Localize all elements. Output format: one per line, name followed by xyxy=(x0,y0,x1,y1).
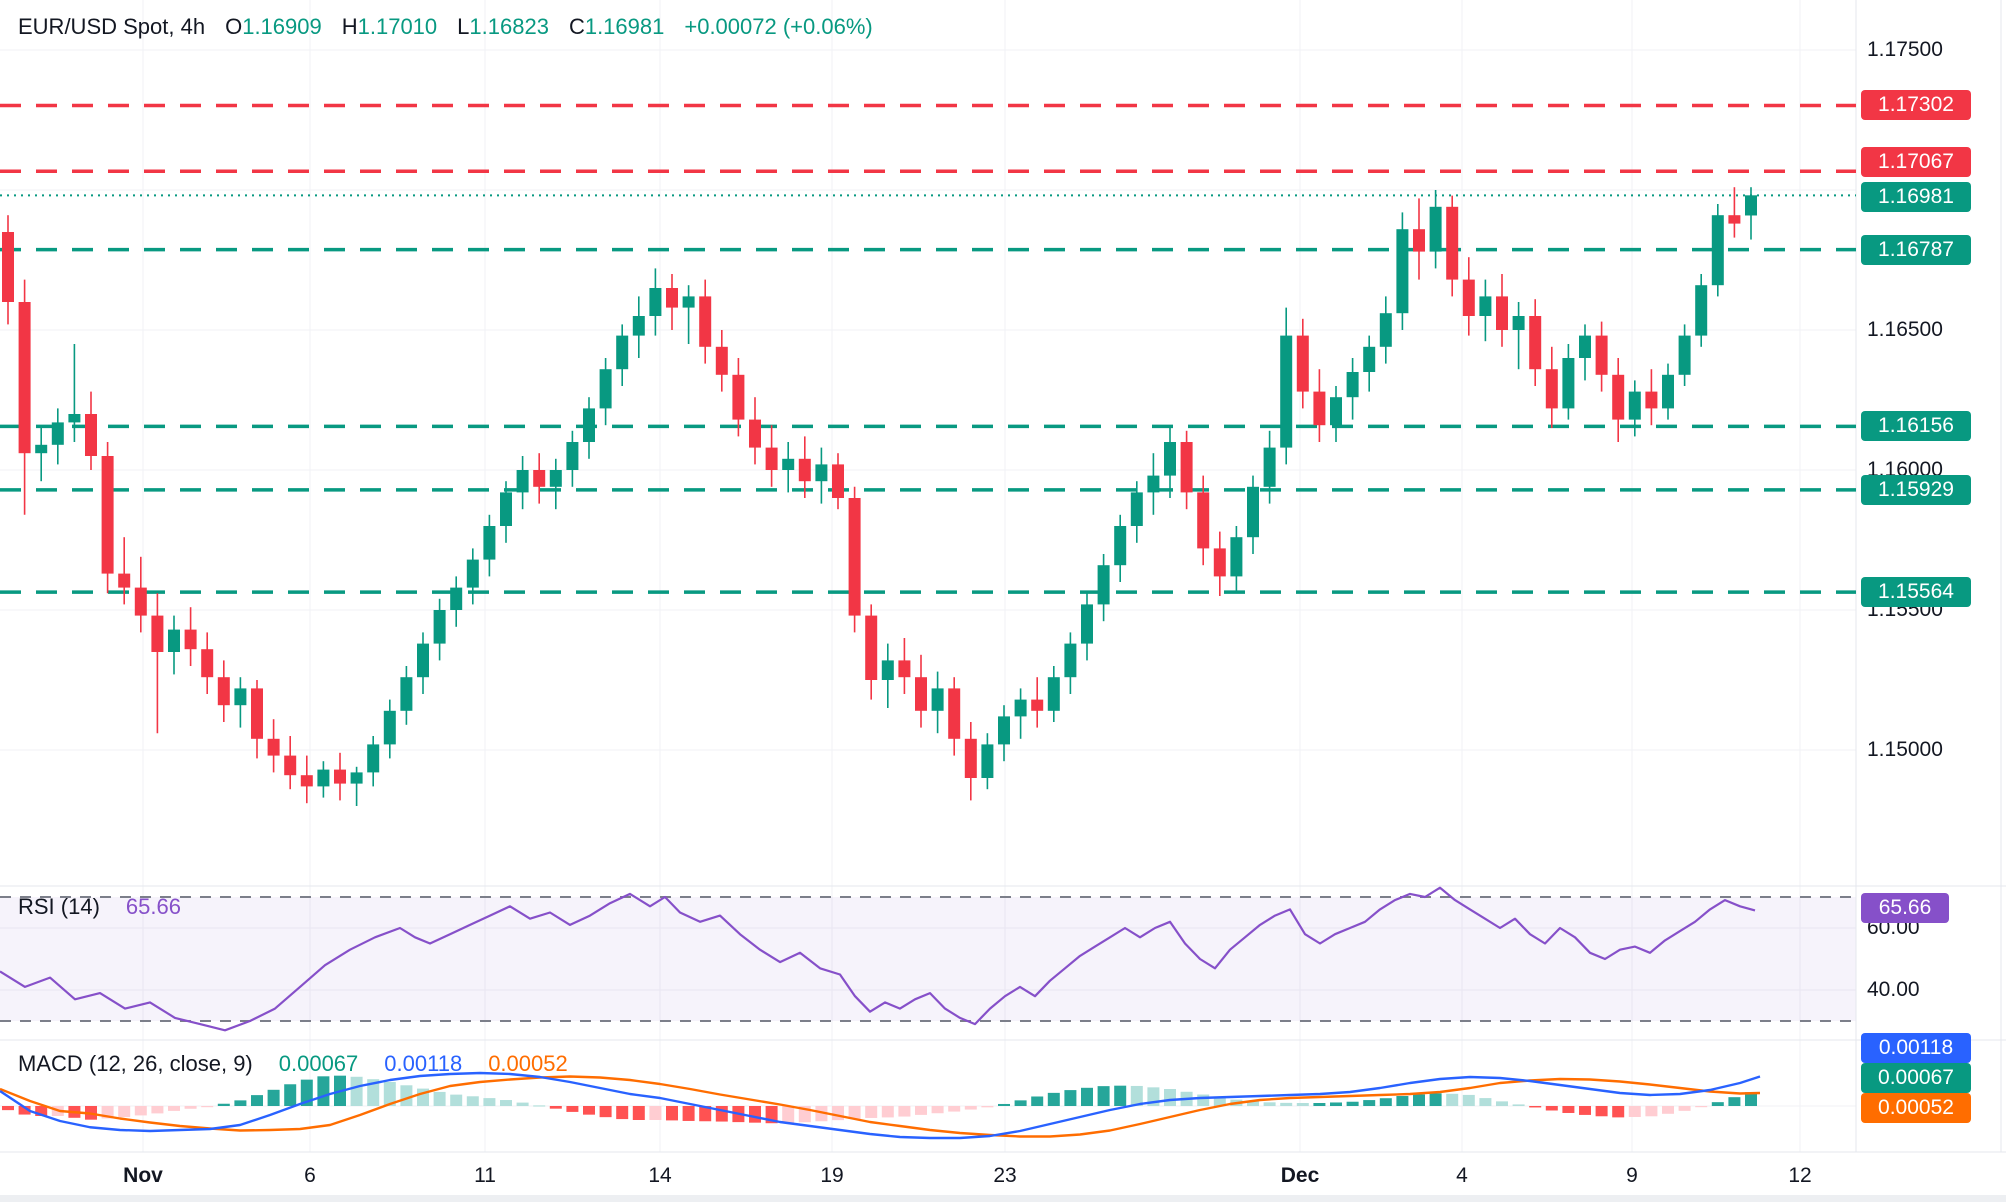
price-level-badge: 1.16787 xyxy=(1861,235,1971,265)
open-readout: O1.16909 xyxy=(225,14,322,40)
macd-hist-value: 0.00067 xyxy=(278,1051,359,1076)
macd-label: MACD (12, 26, close, 9) xyxy=(18,1051,253,1076)
time-axis-label: Dec xyxy=(1280,1164,1320,1187)
time-axis-label: 11 xyxy=(474,1164,496,1187)
time-axis-label: 9 xyxy=(1626,1164,1638,1187)
high-label: H xyxy=(341,14,358,39)
close-label: C xyxy=(568,14,585,39)
price-level-badge: 1.16156 xyxy=(1861,411,1971,441)
rsi-pane-title: RSI (14) 65.66 xyxy=(18,894,181,920)
macd-value-badge: 0.00052 xyxy=(1861,1093,1971,1123)
price-level-badge: 1.17067 xyxy=(1861,147,1971,177)
time-axis-label: 6 xyxy=(304,1164,316,1187)
macd-signal-value: 0.00052 xyxy=(488,1051,568,1076)
time-axis-label: 23 xyxy=(993,1164,1017,1187)
gridlines xyxy=(0,0,1856,1152)
macd-line-value: 0.00118 xyxy=(384,1051,463,1076)
price-level-badge: 1.16981 xyxy=(1861,182,1971,212)
price-level-badge: 1.17302 xyxy=(1861,90,1971,120)
price-level-badge: 1.15929 xyxy=(1861,475,1971,505)
rsi-band xyxy=(0,896,1856,1022)
price-level-badge: 1.15564 xyxy=(1861,577,1971,607)
time-axis-label: 14 xyxy=(648,1164,672,1187)
rsi-label: RSI (14) xyxy=(18,894,100,919)
high-value: 1.17010 xyxy=(357,14,438,39)
low-value: 1.16823 xyxy=(469,14,549,39)
close-readout: C1.16981 xyxy=(569,14,664,40)
low-label: L xyxy=(457,14,470,39)
macd-pane-title: MACD (12, 26, close, 9) 0.00067 0.00118 … xyxy=(18,1051,568,1077)
low-readout: L1.16823 xyxy=(457,14,549,40)
time-axis-label: 12 xyxy=(1788,1164,1812,1187)
close-value: 1.16981 xyxy=(584,14,665,39)
price-axis-label: 1.17500 xyxy=(1867,38,1943,61)
high-readout: H1.17010 xyxy=(342,14,437,40)
time-axis-label: 19 xyxy=(820,1164,844,1187)
rsi-axis-label: 40.00 xyxy=(1867,978,1920,1001)
time-axis-label: 4 xyxy=(1456,1164,1468,1187)
rsi-line xyxy=(0,886,1756,1032)
open-value: 1.16909 xyxy=(242,14,322,39)
rsi-value-badge: 65.66 xyxy=(1861,893,1949,923)
time-axis-label: Nov xyxy=(123,1164,163,1187)
price-axis-label: 1.16500 xyxy=(1867,318,1943,341)
price-axis-label: 1.15000 xyxy=(1867,738,1943,761)
macd-lines xyxy=(0,1071,1761,1140)
ohlc-header: EUR/USD Spot, 4h O1.16909 H1.17010 L1.16… xyxy=(18,14,873,40)
level-lines xyxy=(0,103,1856,594)
change-value: +0.00072 (+0.06%) xyxy=(684,14,873,39)
symbol-title[interactable]: EUR/USD Spot, 4h xyxy=(18,14,206,39)
rsi-current-value: 65.66 xyxy=(125,894,181,919)
candles-layer xyxy=(2,187,1757,806)
open-label: O xyxy=(225,14,243,39)
macd-value-badge: 0.00067 xyxy=(1861,1063,1971,1093)
macd-value-badge: 0.00118 xyxy=(1861,1033,1971,1063)
